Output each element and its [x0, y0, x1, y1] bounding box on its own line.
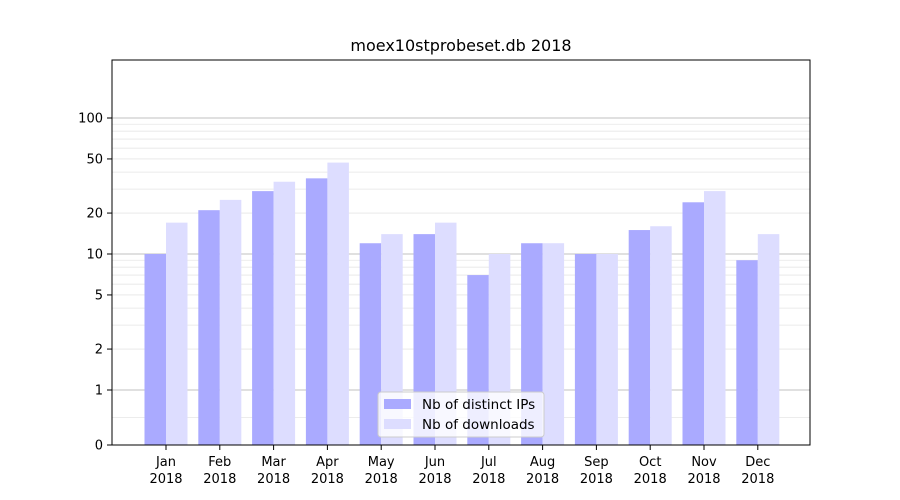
bar-downloads: [650, 226, 672, 445]
bar-distinct-ips: [359, 243, 382, 445]
y-tick-label: 50: [86, 152, 103, 167]
x-tick-label-year: 2018: [311, 472, 344, 487]
bar-downloads: [166, 222, 188, 445]
x-tick-label-year: 2018: [472, 472, 505, 487]
x-axis: Jan 2018 Feb 2018 Mar 2018 Apr 2018 May 2018 Jun 20…: [149, 445, 774, 487]
bar-distinct-ips: [198, 210, 220, 445]
plot-frame: [111, 59, 811, 446]
x-tick-label-year: 2018: [526, 472, 559, 487]
bar-distinct-ips: [574, 254, 597, 445]
bar-downloads: [542, 243, 565, 445]
bar-downloads: [596, 254, 618, 445]
legend-label: Nb of distinct IPs: [422, 397, 535, 413]
x-tick-label-month: Aug: [530, 455, 555, 470]
x-tick-label-year: 2018: [257, 472, 290, 487]
bar-distinct-ips: [736, 260, 758, 445]
bar-downloads: [435, 222, 457, 445]
x-tick-label-year: 2018: [580, 472, 613, 487]
bar-downloads: [219, 199, 242, 445]
bar-distinct-ips: [144, 254, 166, 445]
x-tick-label-month: Nov: [691, 455, 717, 470]
x-tick-label-year: 2018: [203, 472, 236, 487]
y-tick-label: 10: [86, 248, 103, 263]
bar-downloads: [327, 162, 349, 445]
legend-swatch: [384, 419, 411, 429]
bar-distinct-ips: [305, 178, 328, 445]
x-tick-label-year: 2018: [149, 472, 182, 487]
x-tick-label-year: 2018: [741, 472, 774, 487]
x-tick-label-month: Apr: [316, 455, 339, 470]
bar-downloads: [273, 181, 296, 445]
x-tick-label-month: Feb: [208, 455, 231, 470]
x-tick-label-month: Mar: [261, 455, 286, 470]
y-axis: 0 1 2 5 10 20 50 100: [78, 112, 112, 454]
y-tick-label: 2: [95, 343, 103, 358]
x-tick-label-year: 2018: [634, 472, 667, 487]
x-tick-label-month: Jan: [155, 455, 176, 470]
x-tick-label-month: Jun: [424, 455, 445, 470]
bar-distinct-ips: [252, 191, 274, 445]
chart-title: moex10stprobeset.db 2018: [350, 36, 571, 55]
y-tick-label: 1: [95, 384, 103, 399]
y-tick-label: 100: [78, 112, 103, 127]
bar-downloads: [704, 191, 726, 445]
x-tick-label-year: 2018: [365, 472, 398, 487]
bar-distinct-ips: [682, 202, 704, 445]
legend-swatch: [384, 399, 411, 409]
x-tick-label-year: 2018: [687, 472, 720, 487]
legend-box: [377, 391, 545, 438]
y-tick-label: 5: [95, 288, 103, 303]
bar-downloads: [757, 234, 780, 445]
legend-label: Nb of downloads: [422, 417, 535, 433]
y-tick-label: 0: [95, 439, 103, 454]
x-tick-label-month: Oct: [639, 455, 661, 470]
x-tick-label-year: 2018: [418, 472, 451, 487]
x-tick-label-month: May: [368, 455, 395, 470]
bar-distinct-ips: [628, 230, 651, 445]
x-tick-label-month: Jul: [480, 455, 497, 470]
y-tick-label: 20: [86, 207, 103, 222]
x-tick-label-month: Dec: [745, 455, 770, 470]
legend: Nb of distinct IPs Nb of downloads: [377, 391, 545, 438]
x-tick-label-month: Sep: [584, 455, 609, 470]
